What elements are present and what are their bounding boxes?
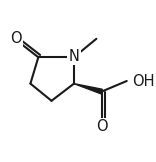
Text: N: N bbox=[68, 49, 79, 64]
Text: O: O bbox=[96, 119, 107, 134]
Text: OH: OH bbox=[132, 74, 154, 88]
Text: O: O bbox=[10, 31, 22, 46]
Polygon shape bbox=[74, 84, 102, 94]
